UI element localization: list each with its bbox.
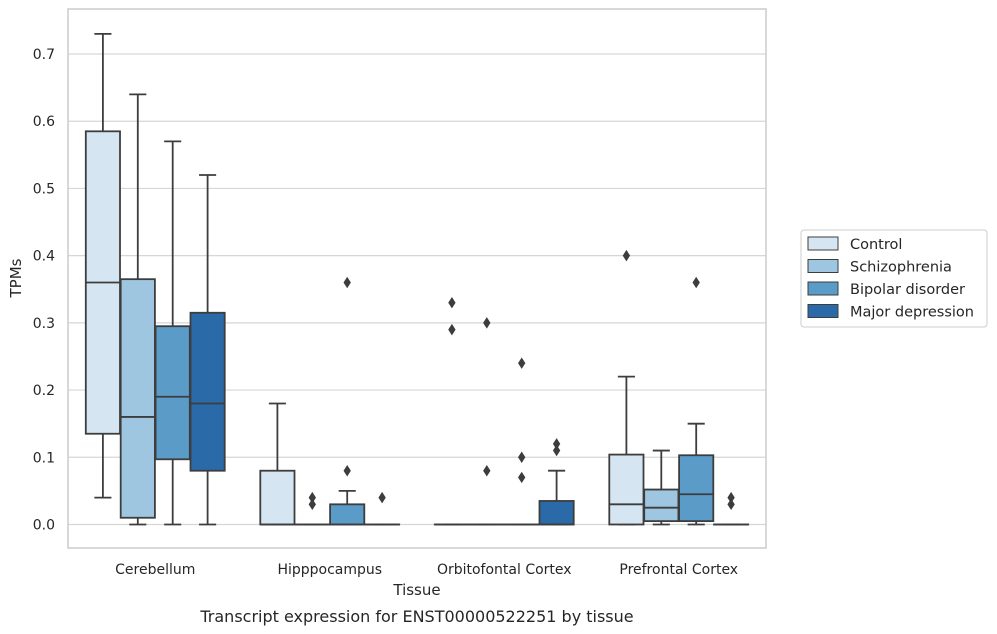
y-tick-label: 0.6 bbox=[33, 114, 55, 130]
outlier-point bbox=[692, 276, 700, 289]
legend-label: Bipolar disorder bbox=[850, 282, 965, 298]
x-tick-label: Hipppocampus bbox=[277, 562, 382, 578]
outlier-point bbox=[378, 491, 386, 504]
box bbox=[259, 402, 296, 526]
x-tick-label: Orbitofontal Cortex bbox=[437, 562, 572, 578]
outlier-point bbox=[343, 276, 351, 289]
box bbox=[189, 174, 226, 526]
outlier-point bbox=[343, 464, 351, 477]
box bbox=[364, 491, 401, 526]
legend-frame bbox=[800, 229, 988, 328]
legend-swatch bbox=[807, 259, 839, 273]
y-tick-label: 0.2 bbox=[33, 383, 55, 399]
box bbox=[154, 140, 191, 526]
series-control bbox=[84, 32, 645, 526]
box-body bbox=[119, 278, 156, 519]
box-body bbox=[608, 453, 645, 526]
box-body bbox=[643, 488, 680, 523]
x-tick-labels: Cerebellum Hipppocampus Orbitofontal Corte… bbox=[115, 562, 738, 578]
outlier-point bbox=[483, 464, 491, 477]
box-body bbox=[678, 454, 715, 523]
legend-label: Control bbox=[850, 237, 902, 253]
box-body bbox=[259, 469, 296, 526]
series-major-depression bbox=[189, 174, 750, 526]
legend-label: Schizophrenia bbox=[850, 260, 952, 276]
outlier-point bbox=[727, 498, 735, 511]
box-body bbox=[329, 503, 366, 526]
legend: Control Schizophrenia Bipolar disorder Majo… bbox=[800, 229, 988, 328]
box bbox=[119, 93, 156, 526]
box-series bbox=[84, 32, 750, 526]
y-tick-label: 0.5 bbox=[33, 181, 55, 197]
outlier-point bbox=[483, 317, 491, 329]
box bbox=[538, 438, 575, 526]
box bbox=[433, 296, 470, 526]
legend-swatch bbox=[807, 304, 839, 318]
box-body bbox=[538, 500, 575, 526]
outlier-point bbox=[448, 296, 456, 309]
chart-caption: Transcript expression for ENST0000052225… bbox=[199, 607, 633, 626]
series-bipolar-disorder bbox=[154, 140, 715, 526]
legend-swatch bbox=[807, 281, 839, 296]
x-tick-label: Cerebellum bbox=[115, 562, 195, 578]
outlier-point bbox=[518, 471, 526, 484]
box bbox=[84, 32, 121, 499]
y-tick-label: 0.7 bbox=[33, 47, 55, 63]
outlier-point bbox=[448, 323, 456, 336]
box bbox=[608, 249, 645, 526]
box-body bbox=[189, 311, 226, 472]
legend-label: Major depression bbox=[850, 305, 974, 321]
box bbox=[678, 276, 715, 526]
x-tick-label: Prefrontal Cortex bbox=[619, 562, 738, 578]
y-axis-title: TPMs bbox=[7, 258, 25, 298]
y-tick-label: 0.0 bbox=[33, 517, 55, 533]
series-schizophrenia bbox=[119, 93, 680, 526]
legend-swatch bbox=[807, 236, 839, 251]
outlier-point bbox=[622, 249, 631, 262]
outlier-point bbox=[308, 498, 316, 511]
box bbox=[713, 491, 750, 526]
plot-frame bbox=[67, 8, 767, 549]
x-axis-title: Tissue bbox=[392, 581, 440, 599]
y-tick-label: 0.4 bbox=[33, 249, 55, 265]
outlier-point bbox=[552, 444, 561, 457]
outlier-point bbox=[518, 451, 526, 464]
y-tick-label: 0.1 bbox=[33, 450, 55, 466]
y-tick-label: 0.3 bbox=[33, 316, 55, 332]
box-body bbox=[154, 325, 191, 461]
box bbox=[329, 276, 366, 526]
box bbox=[643, 449, 680, 526]
y-tick-labels: 0.0 0.1 0.2 0.3 0.4 0.5 0.6 0.7 bbox=[33, 47, 55, 533]
outlier-point bbox=[518, 357, 526, 369]
